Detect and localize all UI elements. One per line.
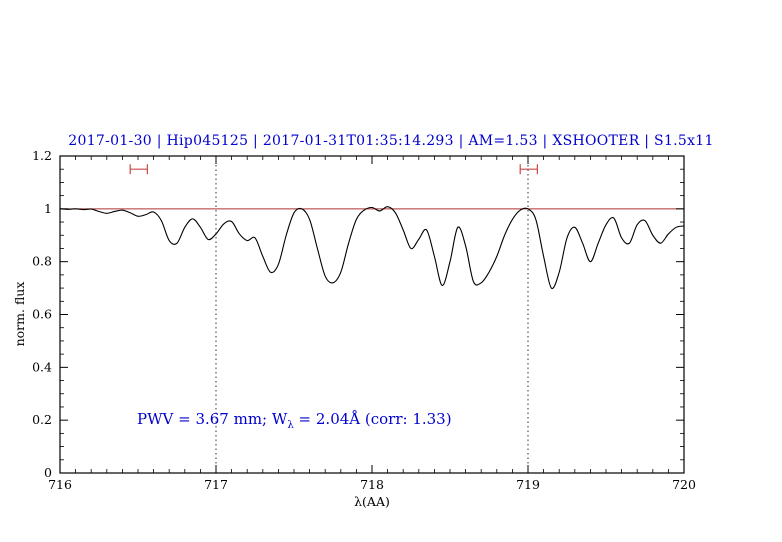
x-tick-label: 718 xyxy=(360,477,384,492)
x-tick-label: 720 xyxy=(672,477,696,492)
pwv-annotation-prefix: PWV = 3.67 mm; W xyxy=(137,410,288,428)
pwv-annotation-subscript: λ xyxy=(287,420,294,431)
pwv-annotation: PWV = 3.67 mm; Wλ = 2.04Å (corr: 1.33) xyxy=(137,410,452,431)
spectrum-line xyxy=(59,206,685,290)
y-tick-label: 0.8 xyxy=(32,254,52,269)
x-tick-label: 717 xyxy=(204,477,228,492)
y-tick-label: 1 xyxy=(44,201,52,216)
y-tick-label: 0.2 xyxy=(32,412,52,427)
y-tick-label: 0.6 xyxy=(32,307,52,322)
y-tick-label: 1.2 xyxy=(32,148,52,163)
plot-title: 2017-01-30 | Hip045125 | 2017-01-31T01:3… xyxy=(68,133,714,149)
x-tick-label: 716 xyxy=(48,477,72,492)
y-tick-label: 0.4 xyxy=(32,359,52,374)
pwv-annotation-suffix: = 2.04Å (corr: 1.33) xyxy=(293,410,452,428)
y-axis-label: norm. flux xyxy=(12,281,27,347)
x-axis-label: λ(AA) xyxy=(354,494,390,509)
y-tick-label: 0 xyxy=(44,465,52,480)
x-tick-label: 719 xyxy=(516,477,540,492)
